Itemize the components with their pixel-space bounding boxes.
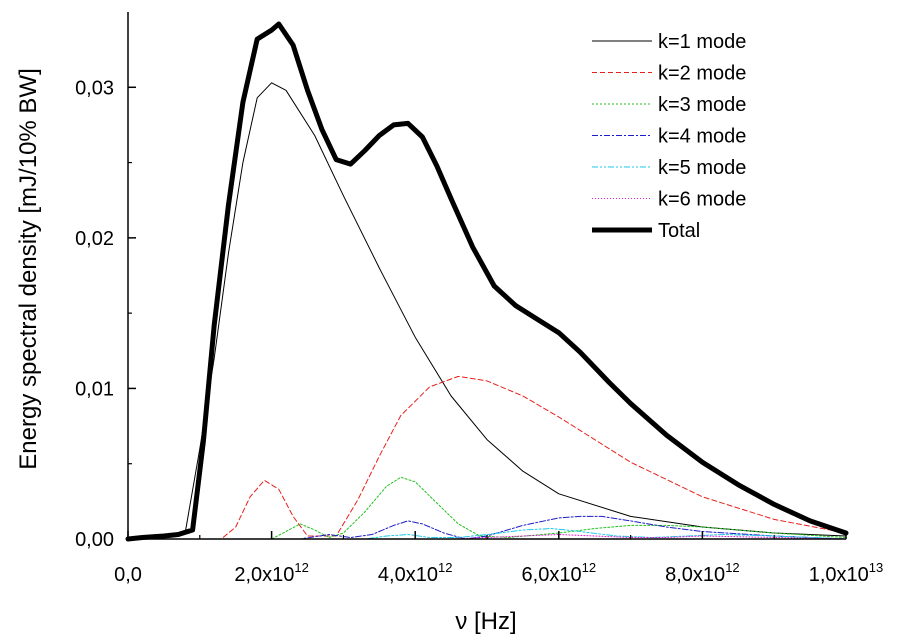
y-tick-label: 0,01 xyxy=(75,378,114,400)
ticks: 0,0 2,0x1012 4,0x1012 6,0x1012 8,0x1012 1,0x1… xyxy=(75,77,883,586)
x-tick-label: 8,0x1012 xyxy=(665,560,740,586)
legend-label-k-5-mode: k=5 mode xyxy=(658,157,746,179)
series-line-k-2-mode xyxy=(127,375,847,540)
series-line-k-4-mode xyxy=(127,515,847,540)
legend-label-k-6-mode: k=6 mode xyxy=(658,189,746,211)
series-line-k-3-mode xyxy=(127,476,847,540)
x-tick-label: 0,0 xyxy=(114,564,142,586)
x-tick-label: 4,0x1012 xyxy=(378,560,453,586)
x-tick-label: 6,0x1012 xyxy=(522,560,597,586)
legend-label-k-3-mode: k=3 mode xyxy=(658,94,746,116)
x-tick-label: 1,0x1013 xyxy=(809,560,884,586)
legend-label-total: Total xyxy=(658,220,700,242)
legend-label-k-4-mode: k=4 mode xyxy=(658,126,746,148)
x-axis-label: ν [Hz] xyxy=(455,608,516,635)
legend: k=1 mode k=2 mode k=3 mode k=4 mode k=5 mode… xyxy=(592,31,746,242)
series-line-total xyxy=(125,21,849,542)
plot-area xyxy=(125,21,849,542)
y-tick-label: 0,00 xyxy=(75,529,114,551)
y-axis-label: Energy spectral density [mJ/10% BW] xyxy=(15,68,42,469)
series-line-k-5-mode xyxy=(127,528,847,540)
legend-label-k-1-mode: k=1 mode xyxy=(658,31,746,53)
y-tick-label: 0,03 xyxy=(75,77,114,99)
x-tick-label: 2,0x1012 xyxy=(234,560,309,586)
legend-label-k-2-mode: k=2 mode xyxy=(658,63,746,85)
y-tick-label: 0,02 xyxy=(75,228,114,250)
